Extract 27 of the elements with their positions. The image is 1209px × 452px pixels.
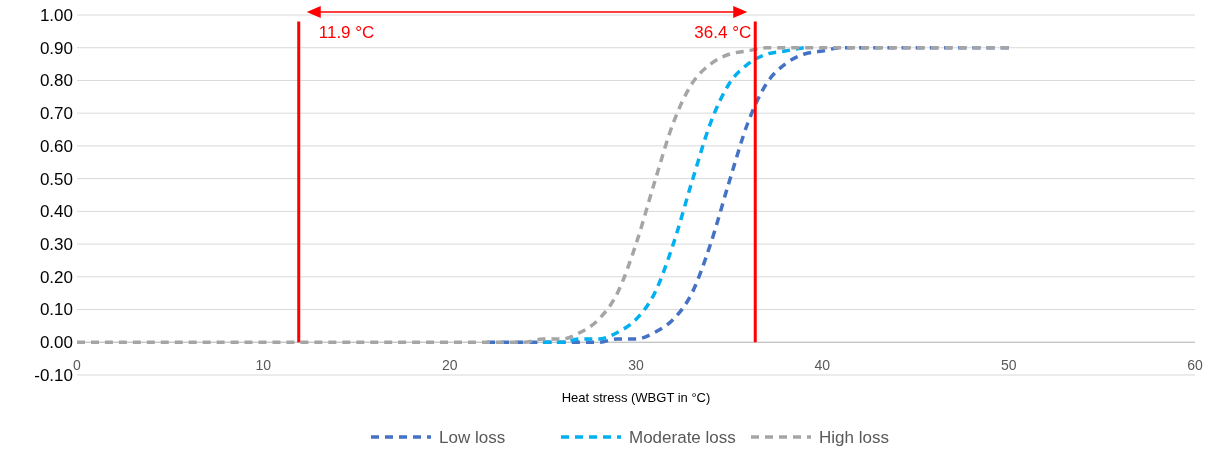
y-tick-label: 0.40	[39, 202, 73, 222]
line-series	[75, 45, 1011, 345]
y-tick-label: 0.20	[39, 267, 73, 287]
legend-label: Low loss	[439, 427, 506, 447]
ref-line-label: 11.9 °C	[318, 23, 375, 42]
x-tick-label: 60	[1187, 357, 1203, 374]
y-tick-label: 1.00	[39, 5, 73, 25]
y-tick-label: 0.10	[39, 300, 73, 320]
y-tick-label: 0.30	[39, 235, 73, 255]
y-tick-label: 0.70	[39, 104, 73, 124]
x-tick-label: 50	[1000, 357, 1017, 374]
line-series	[541, 45, 806, 345]
y-tick-label: 0.80	[39, 71, 73, 91]
x-tick-label: 20	[441, 357, 458, 374]
x-axis-title: Heat stress (WBGT in °C)	[561, 390, 711, 405]
x-tick-label: 40	[814, 357, 831, 374]
ref-line-label: 36.4 °C	[694, 23, 752, 42]
y-tick-label: 0.50	[39, 169, 73, 189]
y-tick-label: -0.10	[34, 365, 73, 385]
x-tick-label: 0	[73, 357, 82, 374]
y-tick-label: 0.60	[39, 136, 73, 156]
legend-label: Moderate loss	[629, 427, 736, 447]
y-tick-label: 0.00	[39, 333, 73, 353]
legend-label: High loss	[819, 427, 889, 447]
x-tick-label: 30	[628, 357, 644, 374]
x-tick-label: 10	[255, 357, 272, 374]
y-tick-label: 0.90	[39, 38, 73, 58]
